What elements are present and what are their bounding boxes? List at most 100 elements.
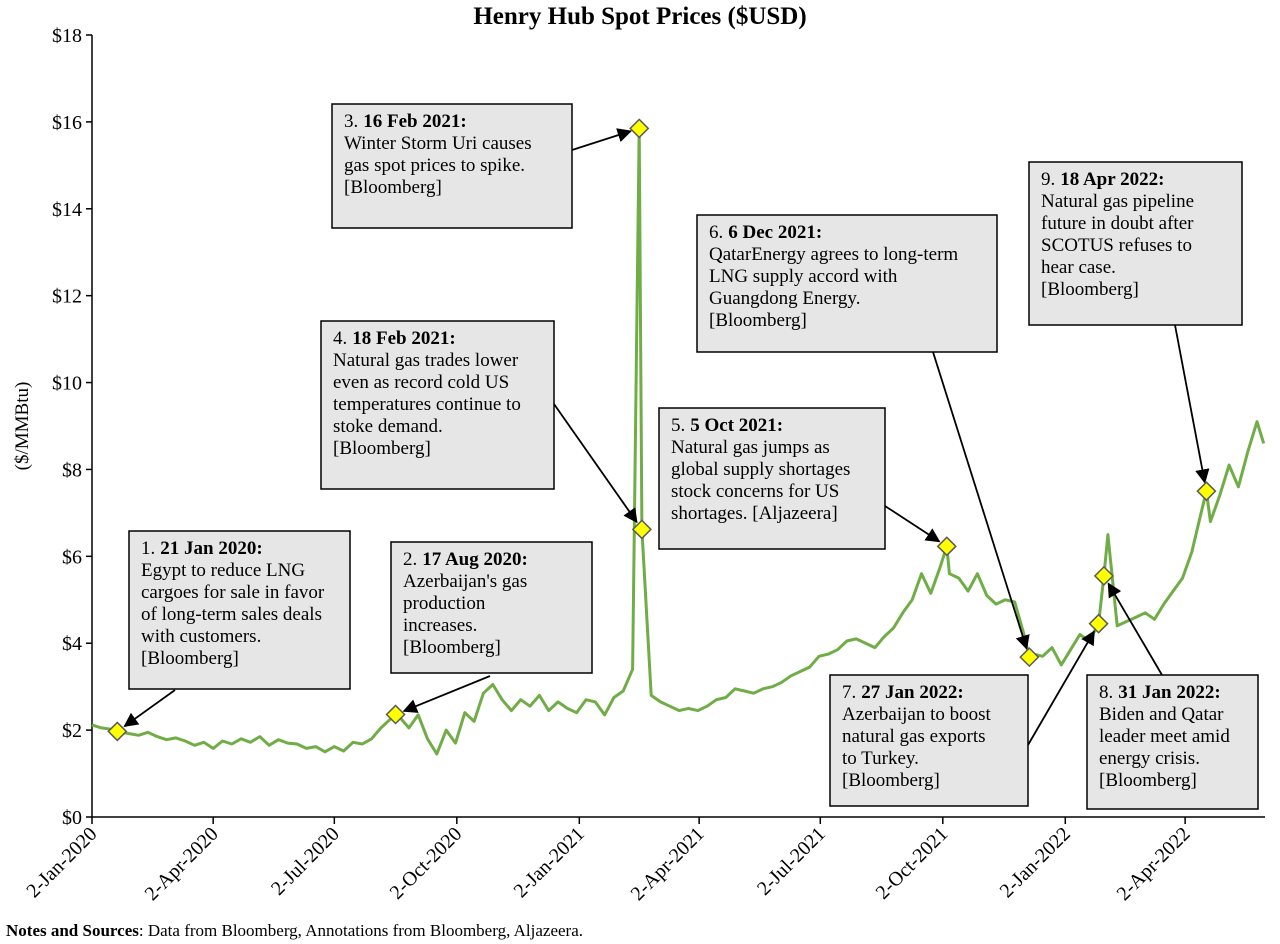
annotation-text: production [403, 593, 486, 614]
event-marker [936, 536, 957, 557]
annotation-text: shortages. [Aljazeera] [671, 503, 838, 524]
annotation-text: [Bloomberg] [141, 648, 239, 669]
annotation-text: Natural gas jumps as [671, 437, 830, 458]
annotation-box [829, 674, 1029, 807]
annotation-text: of long-term sales deals [141, 604, 322, 625]
y-tick-label: $6 [62, 546, 82, 568]
annotation-number: 8. [1099, 682, 1113, 703]
event-marker [1088, 613, 1109, 634]
y-tick-label: $12 [52, 286, 82, 308]
annotation-text: Azerbaijan to boost [842, 704, 992, 725]
x-tick-label: 2-Apr-2022 [1113, 823, 1195, 905]
annotation-text: global supply shortages [671, 459, 850, 480]
x-tick-label: 2-Apr-2020 [141, 823, 223, 905]
event-marker [1196, 481, 1217, 502]
annotation-date: 27 Jan 2022: [861, 682, 963, 703]
annotation-arrow [1174, 324, 1210, 484]
annotation-box [1028, 161, 1243, 326]
annotation-text: [Bloomberg] [344, 177, 442, 198]
annotation-date: 18 Feb 2021: [352, 328, 455, 349]
annotation-text: increases. [403, 615, 477, 636]
y-tick-label: $2 [62, 720, 82, 742]
annotation-text: leader meet amid [1099, 726, 1230, 747]
annotation-date: 31 Jan 2022: [1118, 682, 1220, 703]
annotation-text: SCOTUS refuses to [1041, 235, 1192, 256]
annotation-arrow [402, 675, 491, 713]
chart-title: Henry Hub Spot Prices ($USD) [473, 3, 806, 30]
annotation-text: stock concerns for US [671, 481, 839, 502]
y-tick-label: $4 [62, 633, 82, 655]
annotation-heading: 8. 31 Jan 2022: [1099, 682, 1221, 703]
annotation-arrow [932, 351, 1030, 650]
annotation-box [658, 407, 886, 550]
annotation-arrow [123, 689, 176, 728]
x-tick-label: 2-Apr-2021 [627, 823, 709, 905]
x-tick-label: 2-Oct-2020 [386, 823, 467, 904]
annotation-text: to Turkey. [842, 748, 919, 769]
annotation-heading: 5. 5 Oct 2021: [671, 415, 783, 436]
y-tick-label: $0 [62, 807, 82, 829]
annotation-box [1086, 674, 1259, 810]
annotation-heading: 9. 18 Apr 2022: [1041, 169, 1164, 190]
annotation-text: stoke demand. [333, 416, 443, 437]
annotation-date: 17 Aug 2020: [422, 549, 528, 570]
annotation-box [128, 530, 351, 690]
price-line [91, 126, 1266, 756]
annotation-text: [Bloomberg] [1099, 770, 1197, 791]
annotation-arrow [571, 128, 633, 151]
annotation-box [331, 103, 573, 229]
annotation-text: gas spot prices to spike. [344, 155, 525, 176]
annotation-heading: 6. 6 Dec 2021: [709, 222, 822, 243]
annotation-text: [Bloomberg] [709, 310, 807, 331]
annotation-text: natural gas exports [842, 726, 986, 747]
y-axis-label: ($/MMBtu) [12, 382, 33, 471]
annotation-text: with customers. [141, 626, 261, 647]
annotation-heading: 2. 17 Aug 2020: [403, 549, 528, 570]
annotation-text: [Bloomberg] [403, 637, 501, 658]
annotation-box [320, 320, 555, 490]
footnote-text: : Data from Bloomberg, Annotations from … [139, 921, 583, 940]
y-tick-label: $16 [52, 112, 82, 134]
event-marker [385, 704, 406, 725]
event-marker [107, 721, 128, 742]
x-tick-label: 2-Jan-2020 [22, 823, 101, 902]
annotation-text: Natural gas trades lower [333, 350, 519, 371]
annotation-number: 7. [842, 682, 856, 703]
annotation-text: Natural gas pipeline [1041, 191, 1194, 212]
annotation-text: energy crisis. [1099, 748, 1200, 769]
annotation-text: LNG supply accord with [709, 266, 898, 287]
annotation-date: 18 Apr 2022: [1060, 169, 1164, 190]
event-marker [631, 519, 652, 540]
annotation-text: Azerbaijan's gas [403, 571, 527, 592]
annotation-box [696, 214, 998, 353]
annotation-text: temperatures continue to [333, 394, 521, 415]
annotation-heading: 1. 21 Jan 2020: [141, 538, 263, 559]
annotation-text: cargoes for sale in favor [141, 582, 325, 603]
annotation-arrow [1027, 630, 1095, 746]
y-tick-label: $18 [52, 25, 82, 47]
x-tick-label: 2-Jan-2021 [510, 823, 589, 902]
annotation-heading: 7. 27 Jan 2022: [842, 682, 964, 703]
y-tick-label: $10 [52, 373, 82, 395]
y-tick-label: $14 [52, 199, 82, 221]
annotation-number: 4. [333, 328, 347, 349]
annotation-date: 16 Feb 2021: [363, 111, 466, 132]
annotation-arrow [1107, 582, 1163, 676]
annotation-number: 3. [344, 111, 358, 132]
y-tick-label: $8 [62, 459, 82, 481]
annotation-text: [Bloomberg] [1041, 279, 1139, 300]
annotation-text: Winter Storm Uri causes [344, 133, 532, 154]
annotation-arrow [553, 403, 638, 524]
annotation-number: 6. [709, 222, 723, 243]
annotation-date: 5 Oct 2021: [690, 415, 783, 436]
annotation-text: Guangdong Energy. [709, 288, 860, 309]
footnote: Notes and Sources: Data from Bloomberg, … [6, 921, 583, 940]
annotation-number: 1. [141, 538, 155, 559]
annotation-text: [Bloomberg] [842, 770, 940, 791]
event-marker [1093, 565, 1114, 586]
x-tick-label: 2-Oct-2021 [872, 823, 953, 904]
x-tick-label: 2-Jul-2020 [267, 823, 344, 900]
annotation-arrow [884, 505, 941, 543]
annotation-date: 21 Jan 2020: [160, 538, 262, 559]
annotation-date: 6 Dec 2021: [728, 222, 822, 243]
